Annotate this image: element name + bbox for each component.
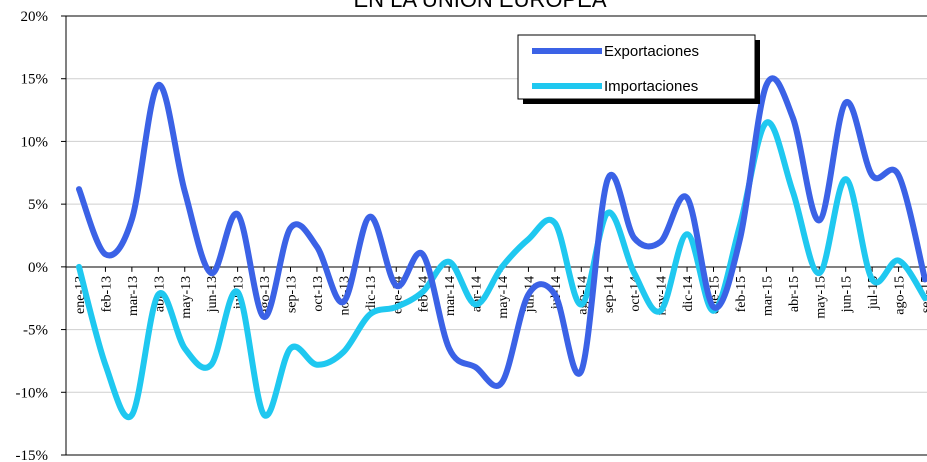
x-tick-label: oct-13 xyxy=(311,276,326,312)
series-lines xyxy=(76,75,927,421)
x-tick-label: abr-15 xyxy=(787,276,802,312)
x-tick-label: sep-14 xyxy=(602,276,617,313)
legend-label-importaciones: Importaciones xyxy=(604,78,698,95)
x-tick-label: mar-15 xyxy=(760,276,775,316)
y-axis-ticks: 20% 15% 10% 5% 0% -5% -10% -15% xyxy=(16,9,66,462)
x-tick-label: sep-13 xyxy=(285,276,300,313)
y-tick-label: 20% xyxy=(21,9,49,25)
y-tick-label: 5% xyxy=(28,197,48,213)
y-tick-label: -5% xyxy=(23,323,48,339)
x-tick-label: feb-13 xyxy=(99,276,114,313)
x-tick-label: may-13 xyxy=(179,276,194,319)
x-tick-label: dic-14 xyxy=(681,276,696,312)
y-tick-label: 15% xyxy=(21,72,49,88)
y-tick-label: 10% xyxy=(21,134,49,150)
legend-label-exportaciones: Exportaciones xyxy=(604,43,699,60)
x-tick-label: mar-14 xyxy=(443,276,458,316)
x-tick-label: ago-15 xyxy=(893,276,908,315)
x-tick-label: feb-15 xyxy=(734,276,749,313)
series-line-importaciones xyxy=(76,119,927,421)
x-tick-label: dic-13 xyxy=(364,276,379,312)
y-tick-label: 0% xyxy=(28,260,48,276)
x-tick-label: jun-15 xyxy=(840,276,855,314)
grid xyxy=(66,78,927,393)
x-tick-label: may-14 xyxy=(496,276,511,319)
y-tick-label: -15% xyxy=(16,448,49,462)
y-tick-label: -10% xyxy=(16,385,49,401)
x-tick-label: mar-13 xyxy=(126,276,141,316)
x-tick-label: jun-13 xyxy=(205,276,220,314)
series-line-exportaciones xyxy=(76,75,927,389)
chart-title: EN LA UNIÓN EUROPEA xyxy=(353,0,606,12)
legend: Exportaciones Importaciones xyxy=(517,34,760,104)
x-tick-label: may-15 xyxy=(813,276,828,319)
